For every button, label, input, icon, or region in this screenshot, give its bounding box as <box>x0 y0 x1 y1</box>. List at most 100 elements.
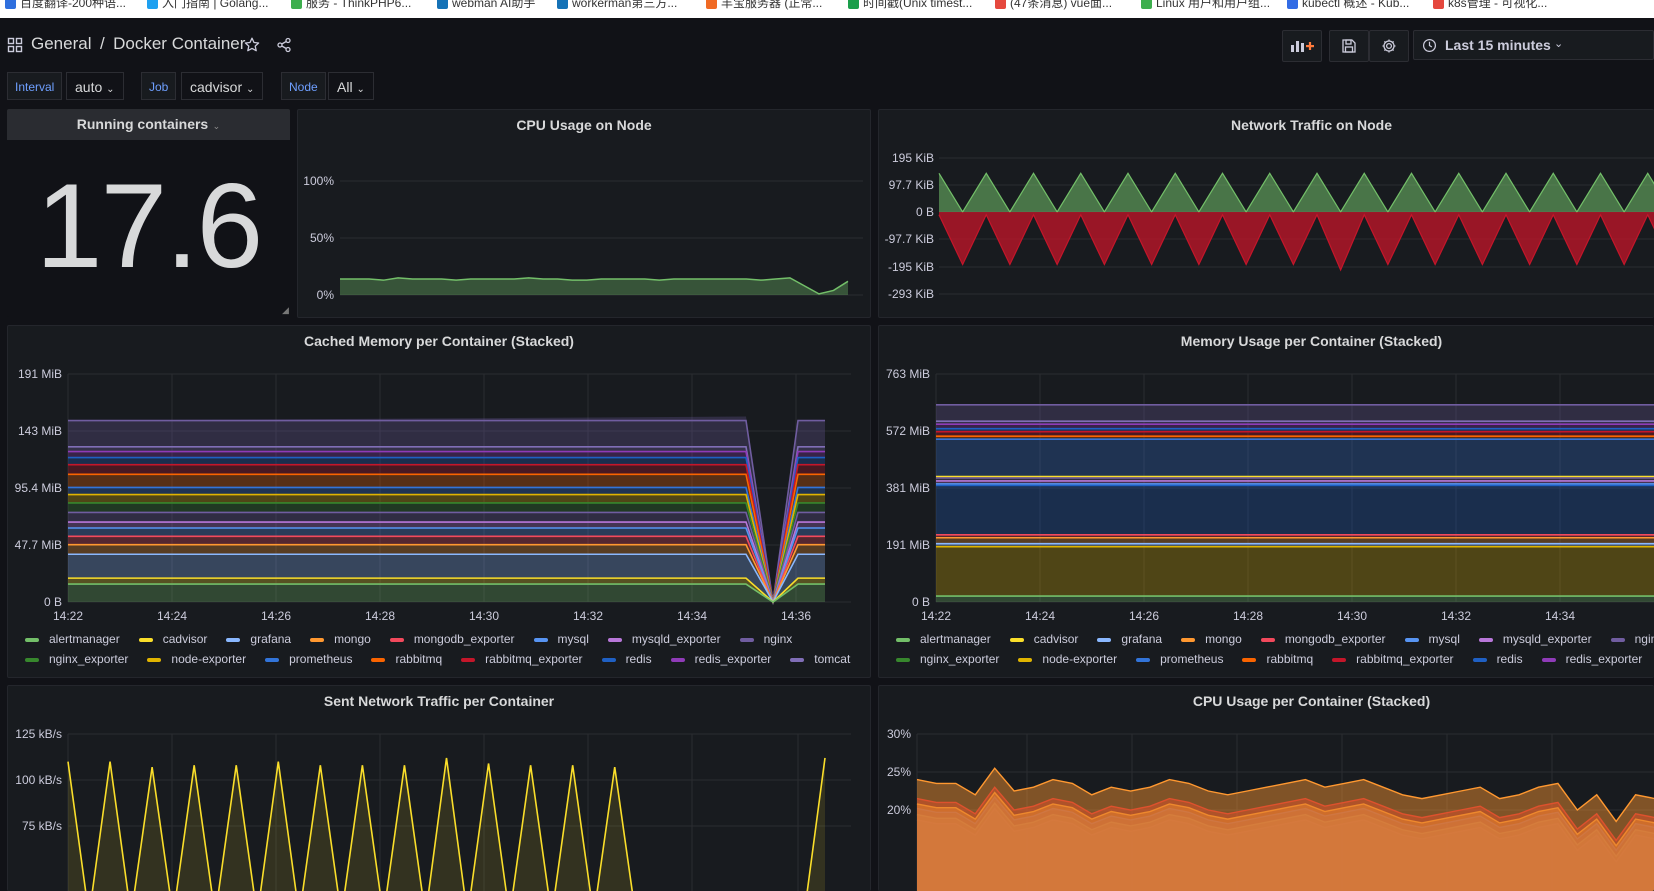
breadcrumb-section[interactable]: General <box>31 34 92 53</box>
panel-sent-network[interactable]: Sent Network Traffic per Container 125 k… <box>7 685 871 891</box>
bookmark-item[interactable]: 百度翻译-200种语... <box>5 0 126 11</box>
legend-swatch <box>461 657 476 662</box>
y-tick-label: 0 B <box>916 205 934 219</box>
series-area <box>939 173 1654 212</box>
panel-network-traffic-node[interactable]: Network Traffic on Node 195 KiB 97.7 KiB 0… <box>878 109 1654 318</box>
legend-item[interactable]: redis_exporter <box>1541 652 1642 666</box>
series-area <box>68 536 825 602</box>
legend-item[interactable]: prometheus <box>265 652 352 666</box>
panel-cpu-usage-node[interactable]: CPU Usage on Node 100% 50% 0% <box>297 109 871 318</box>
bookmark-item[interactable]: webman AI助手 <box>437 0 535 11</box>
legend-item[interactable]: redis <box>1472 652 1523 666</box>
legend-item[interactable]: mysqld_exporter <box>607 632 721 646</box>
legend-item[interactable]: mysql <box>533 632 589 646</box>
cached-memory-chart[interactable]: 191 MiB 143 MiB 95.4 MiB 47.7 MiB 0 B14:22 14… <box>8 326 871 626</box>
bookmark-item[interactable]: 丰宝服务器 (正常... <box>706 0 822 11</box>
legend-label: node-exporter <box>171 652 247 666</box>
legend-item[interactable]: mysql <box>1404 632 1460 646</box>
variable-value-interval: auto <box>75 79 103 95</box>
bookmark-label: (47条消息) vue面... <box>1010 0 1113 10</box>
bookmark-favicon-icon <box>147 0 158 10</box>
series-area <box>939 212 1654 271</box>
legend-item[interactable]: mysqld_exporter <box>1478 632 1592 646</box>
legend-swatch <box>1472 657 1487 662</box>
series-area <box>68 544 825 602</box>
dashboard-title[interactable]: Docker Container <box>113 34 246 53</box>
dashboard-settings-button[interactable] <box>1369 30 1409 62</box>
legend-item[interactable]: rabbitmq_exporter <box>1332 652 1454 666</box>
legend-item[interactable]: prometheus <box>1136 652 1223 666</box>
bookmark-item[interactable]: (47条消息) vue面... <box>995 0 1112 11</box>
series-area <box>917 768 1654 891</box>
legend-item[interactable]: grafana <box>226 632 291 646</box>
legend-item[interactable]: tomcat <box>790 652 850 666</box>
legend-item[interactable]: node-exporter <box>147 652 246 666</box>
legend-item[interactable]: cadvisor <box>1009 632 1078 646</box>
legend-item[interactable]: redis_exporter <box>670 652 771 666</box>
y-tick-label: 47.7 MiB <box>15 538 62 552</box>
legend-item[interactable]: nginx <box>739 632 792 646</box>
legend-label: mysqld_exporter <box>631 632 721 646</box>
save-dashboard-button[interactable] <box>1329 30 1369 62</box>
bookmark-item[interactable]: 服务 - ThinkPHP6... <box>291 0 411 11</box>
sent-network-chart[interactable]: 125 kB/s 100 kB/s 75 kB/s <box>8 686 871 891</box>
legend-item[interactable]: cadvisor <box>138 632 207 646</box>
cpu-node-chart[interactable]: 100% 50% 0% <box>298 110 871 318</box>
net-node-chart[interactable]: 195 KiB 97.7 KiB 0 B -97.7 KiB -195 KiB -293 … <box>879 110 1654 318</box>
panel-running-containers[interactable]: Running containers ⌄ 17.6 ◢ <box>7 109 290 317</box>
legend-swatch <box>601 657 616 662</box>
bookmark-item[interactable]: k8s管理 - 可视化... <box>1433 0 1547 11</box>
memory-usage-chart[interactable]: 763 MiB 572 MiB 381 MiB 191 MiB 0 B14:22 14:2… <box>879 326 1654 626</box>
bookmark-item[interactable]: kubectl 概述 - Kub... <box>1287 0 1409 11</box>
legend-item[interactable]: nginx <box>1610 632 1654 646</box>
bookmark-item[interactable]: Linux 用户和用户组... <box>1141 0 1270 11</box>
variable-select-node[interactable]: All ⌄ <box>328 72 374 100</box>
resize-handle-icon[interactable]: ◢ <box>282 305 289 315</box>
panel-cached-memory[interactable]: Cached Memory per Container (Stacked) 19… <box>7 325 871 678</box>
legend-item[interactable]: rabbitmq <box>1242 652 1313 666</box>
x-tick-label: 14:26 <box>1129 609 1159 623</box>
legend-swatch <box>739 637 754 642</box>
legend-item[interactable]: alertmanager <box>896 632 991 646</box>
bookmark-item[interactable]: workerman第三方... <box>557 0 677 11</box>
legend-swatch <box>670 657 685 662</box>
series-area <box>936 439 1654 477</box>
star-icon[interactable] <box>244 37 260 58</box>
legend-item[interactable]: node-exporter <box>1018 652 1117 666</box>
legend-label: prometheus <box>289 652 353 666</box>
panel-header[interactable]: Running containers ⌄ <box>7 109 290 140</box>
legend-row: nginx_exporter node-exporter prometheus rab… <box>896 652 1654 666</box>
legend-row: nginx_exporter node-exporter prometheus rab… <box>25 652 869 666</box>
legend-item[interactable]: grafana <box>1097 632 1162 646</box>
add-panel-button[interactable] <box>1282 30 1322 62</box>
legend-item[interactable]: mongodb_exporter <box>1260 632 1386 646</box>
legend-label: alertmanager <box>920 632 991 646</box>
x-tick-label: 14:30 <box>469 609 499 623</box>
legend-item[interactable]: nginx_exporter <box>896 652 999 666</box>
apps-grid-icon[interactable] <box>7 37 23 58</box>
series-area <box>68 757 825 891</box>
bookmark-item[interactable]: 入门指南 | Golang... <box>147 0 268 11</box>
time-range-picker[interactable]: Last 15 minutes ⌄ <box>1413 30 1654 60</box>
legend-item[interactable]: redis <box>601 652 652 666</box>
legend-swatch <box>1181 637 1196 642</box>
panel-memory-usage[interactable]: Memory Usage per Container (Stacked) 763… <box>878 325 1654 678</box>
variable-select-interval[interactable]: auto ⌄ <box>66 72 124 100</box>
chevron-down-icon: ⌄ <box>356 84 365 95</box>
cpu-container-chart[interactable]: 30% 25% 20% <box>879 686 1654 891</box>
variable-select-job[interactable]: cadvisor ⌄ <box>181 72 264 100</box>
legend-item[interactable]: mongo <box>310 632 371 646</box>
legend-label: mysql <box>557 632 589 646</box>
legend-item[interactable]: mongo <box>1181 632 1242 646</box>
legend-item[interactable]: rabbitmq_exporter <box>461 652 583 666</box>
bookmark-label: k8s管理 - 可视化... <box>1448 0 1548 10</box>
variable-value-job: cadvisor <box>190 79 243 95</box>
legend-swatch <box>896 657 910 662</box>
legend-item[interactable]: rabbitmq <box>371 652 442 666</box>
bookmark-item[interactable]: 时间戳(Unix timest... <box>848 0 972 11</box>
share-icon[interactable] <box>276 37 292 58</box>
legend-item[interactable]: alertmanager <box>25 632 120 646</box>
legend-item[interactable]: nginx_exporter <box>25 652 128 666</box>
legend-item[interactable]: mongodb_exporter <box>389 632 515 646</box>
panel-cpu-usage-container[interactable]: CPU Usage per Container (Stacked) 30% 25%… <box>878 685 1654 891</box>
